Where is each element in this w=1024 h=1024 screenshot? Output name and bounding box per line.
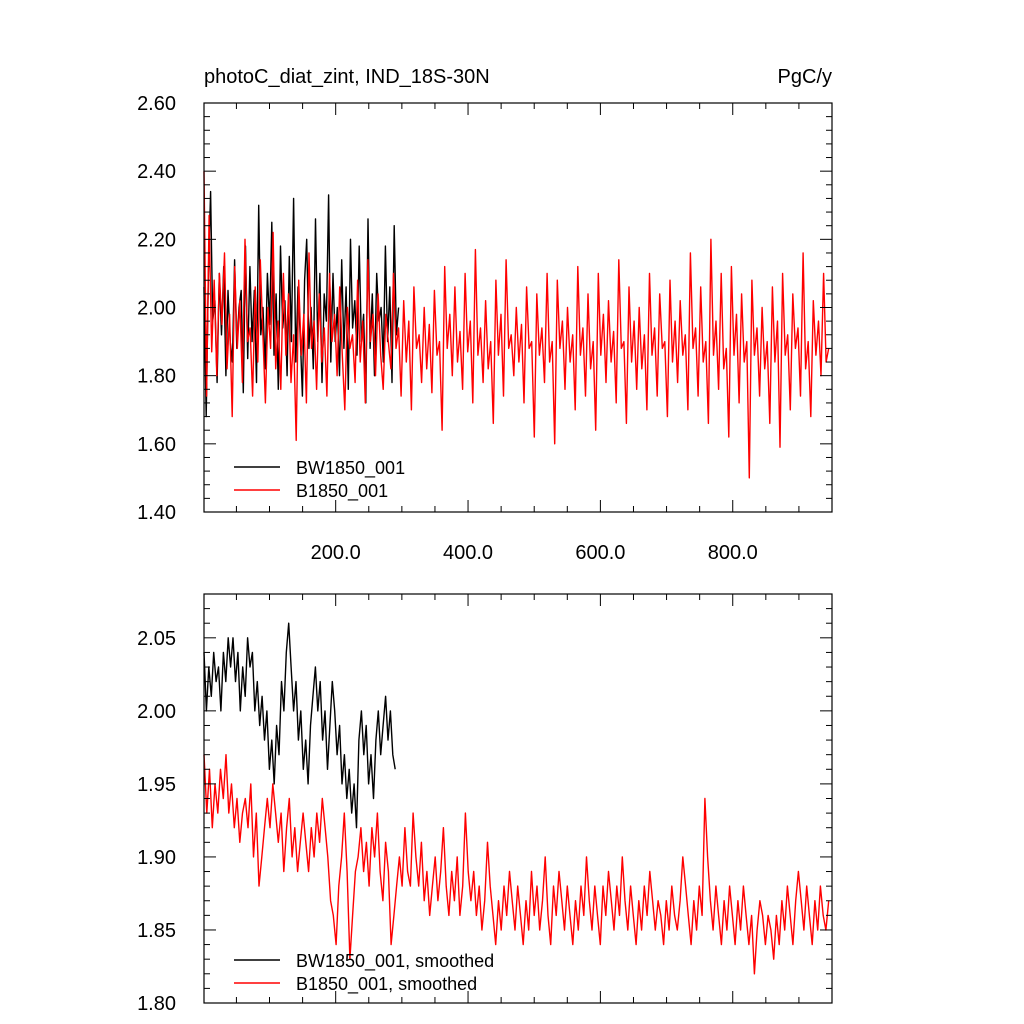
x-tick-label: 800.0 [708,542,758,564]
bottom-plot-marks [203,622,830,975]
bottom-plot: 1.80 1.85 1.90 1.95 2.00 2.05 BW1850_001, smo… [137,593,833,1015]
y-tick-label: 1.90 [137,847,176,869]
top-plot: photoC_diat_zint, IND_18S-30N PgC/y 1.40… [137,66,833,564]
legend-label-b1850-001: B1850_001 [296,481,388,502]
legend-label-bw1850-001-smoothed: BW1850_001, smoothed [296,951,494,972]
top-plot-units: PgC/y [778,66,832,88]
bottom-plot-axes: 1.80 1.85 1.90 1.95 2.00 2.05 [137,593,833,1015]
series-line-b1850-001 [203,171,830,479]
top-plot-axes: 1.40 1.60 1.80 2.00 2.20 2.40 2.60 200.0 400.0 60… [137,93,833,564]
legend-label-bw1850-001: BW1850_001 [296,458,405,479]
y-tick-label: 1.85 [137,920,176,942]
y-tick-label: 2.00 [137,298,176,320]
plot-frame [203,593,833,1004]
y-tick-label: 1.60 [137,434,176,456]
y-tick-label: 2.05 [137,628,176,650]
legend-label-b1850-001-smoothed: B1850_001, smoothed [296,974,477,995]
top-plot-title: photoC_diat_zint, IND_18S-30N [204,66,490,88]
x-tick-label: 600.0 [575,542,625,564]
y-tick-label: 1.40 [137,502,176,524]
top-plot-legend: BW1850_001 B1850_001 [234,458,405,502]
y-tick-label: 2.60 [137,93,176,115]
x-tick-label: 400.0 [443,542,493,564]
y-tick-label: 2.00 [137,701,176,723]
series-line-bw1850-001-smoothed [203,622,396,829]
top-plot-marks [203,171,830,479]
x-tick-label: 200.0 [311,542,361,564]
y-tick-label: 1.80 [137,366,176,388]
series-line-b1850-001-smoothed [203,754,830,975]
bottom-plot-legend: BW1850_001, smoothed B1850_001, smoothed [234,951,494,995]
y-tick-label: 2.40 [137,161,176,183]
y-tick-label: 2.20 [137,229,176,251]
y-tick-label: 1.95 [137,774,176,796]
y-tick-label: 1.80 [137,993,176,1015]
